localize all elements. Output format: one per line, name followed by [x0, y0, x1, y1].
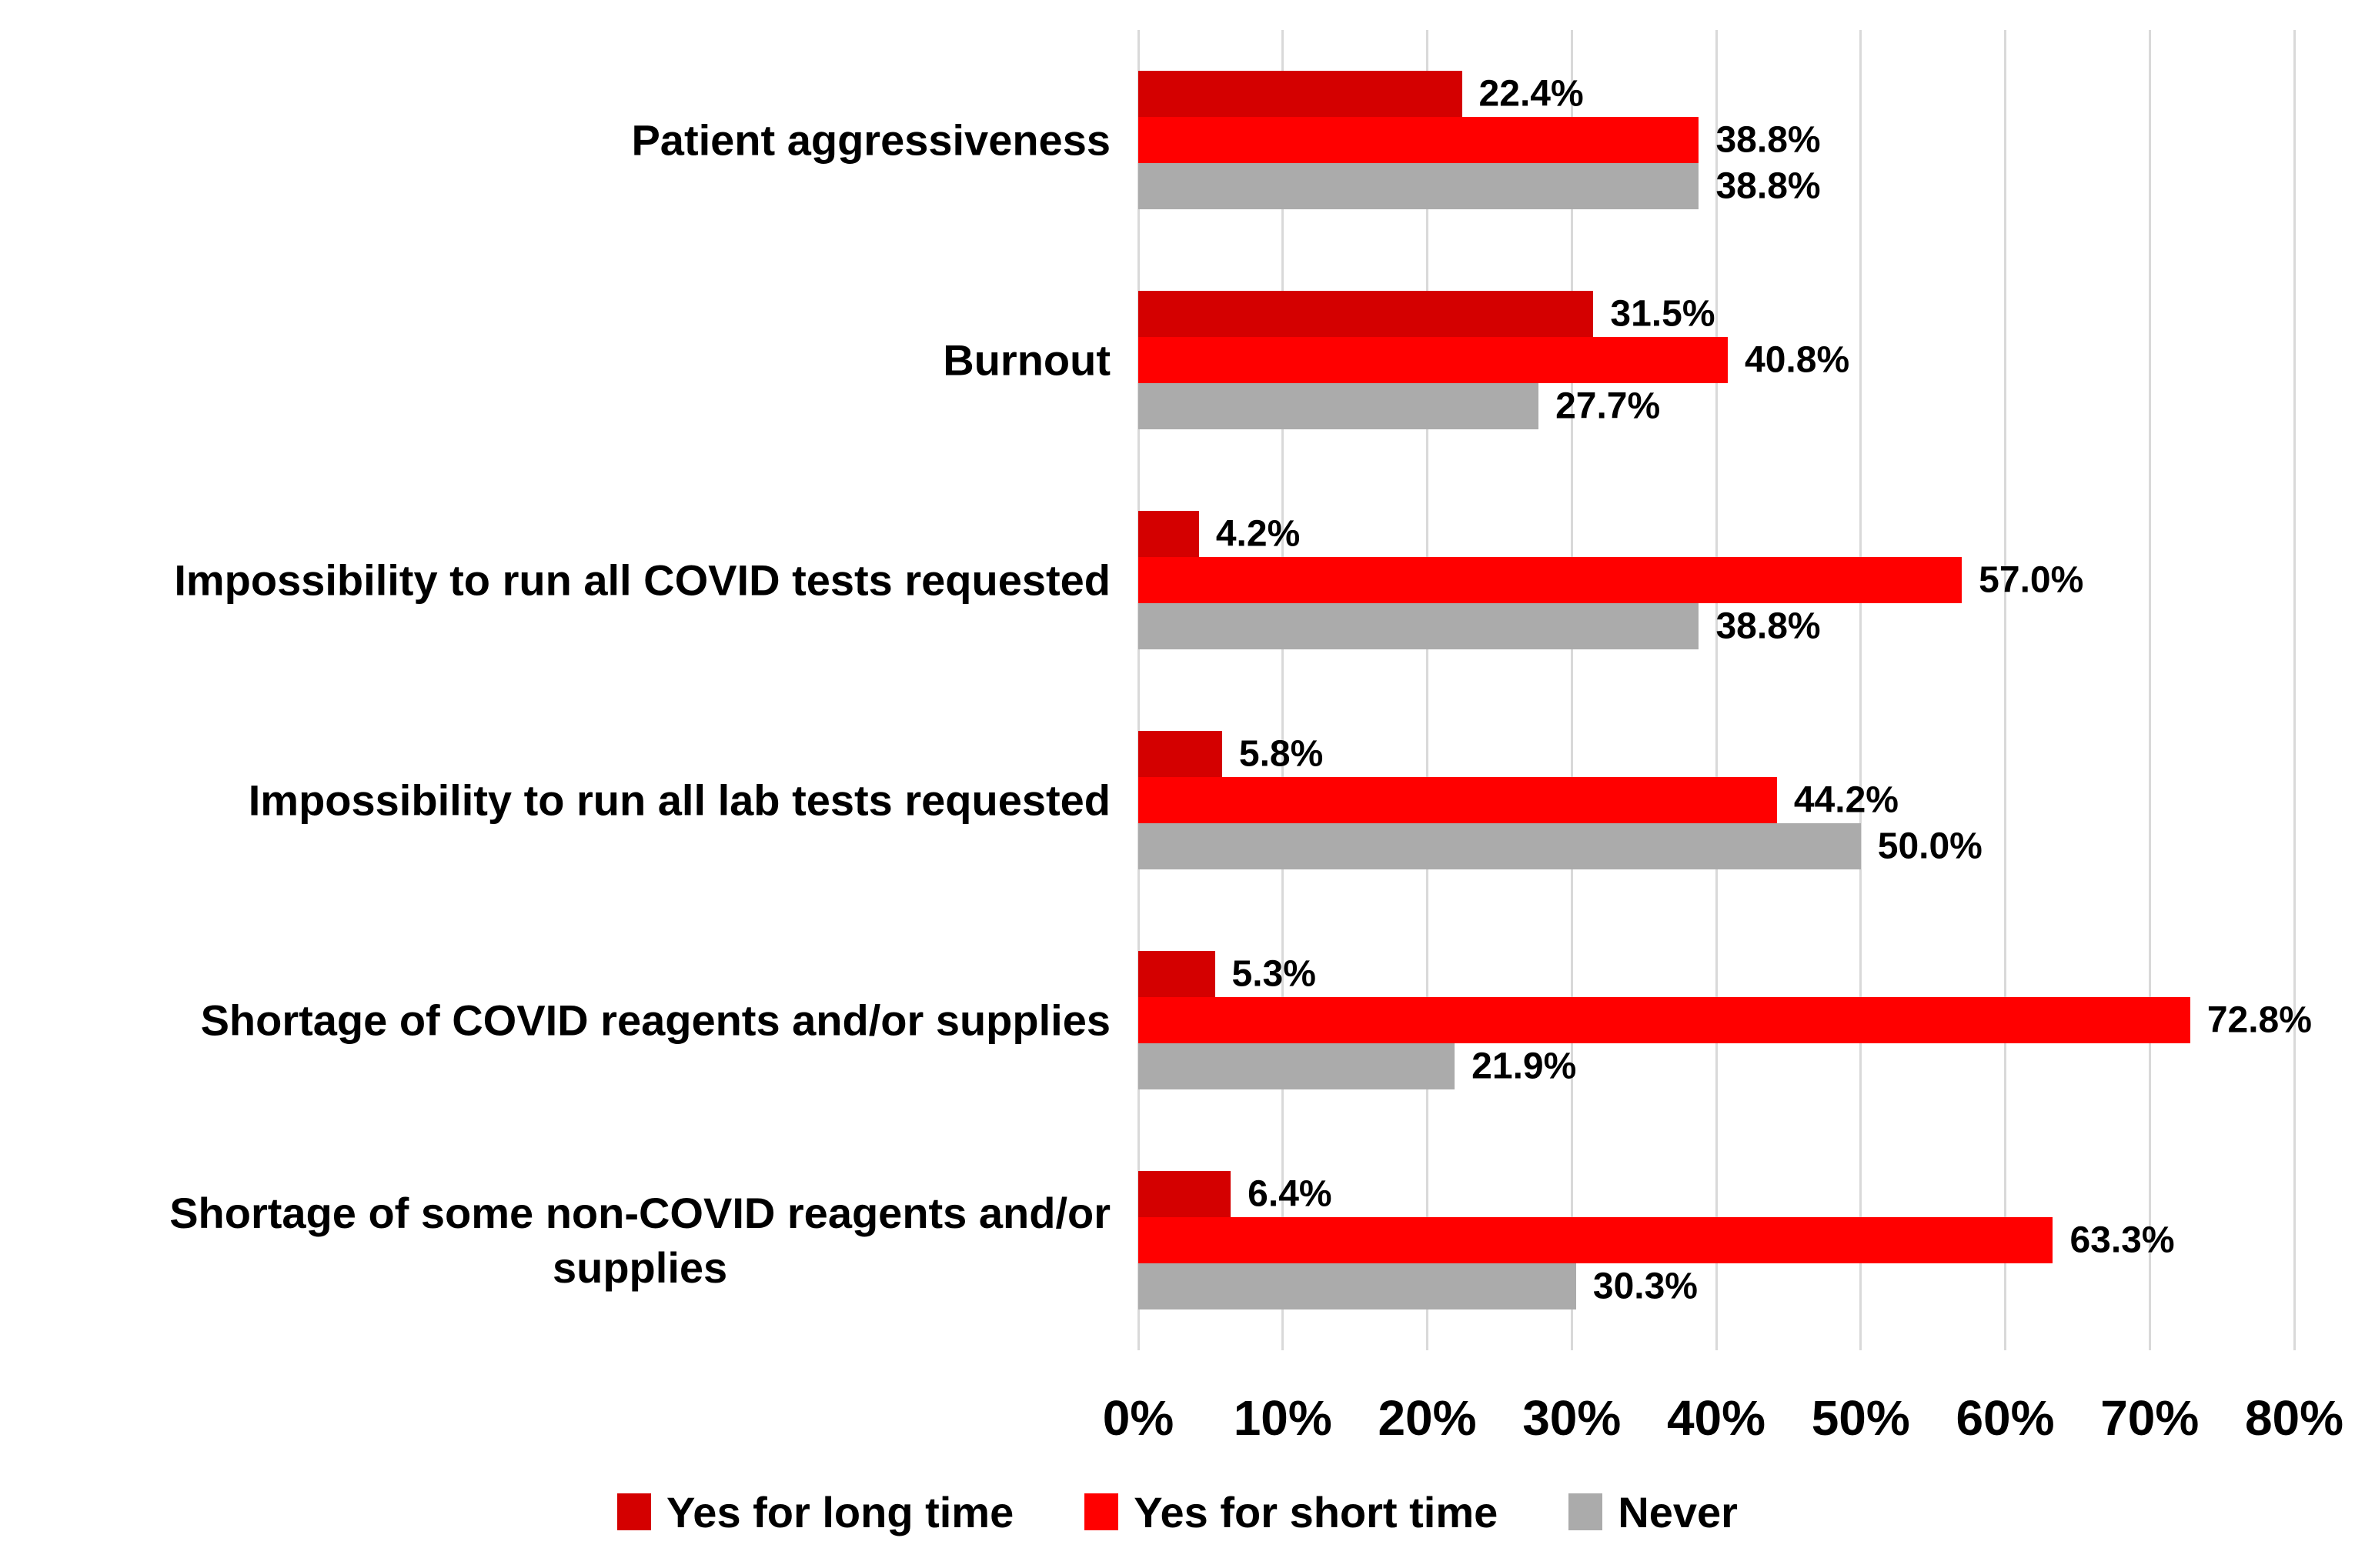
bar-never	[1138, 823, 1861, 869]
legend-label: Yes for short time	[1134, 1487, 1498, 1536]
bar-yes-for-short-time	[1138, 557, 1962, 603]
legend-label: Never	[1618, 1487, 1738, 1536]
bar-yes-for-long-time	[1138, 951, 1215, 997]
x-tick-label: 30%	[1522, 1390, 1622, 1446]
gridline	[1137, 30, 1140, 1350]
data-label: 38.8%	[1715, 606, 1821, 647]
category-label: Burnout	[0, 332, 1111, 387]
category-label-text: Impossibility to run all COVID tests req…	[174, 555, 1111, 605]
bar-never	[1138, 383, 1539, 429]
plot-area: 22.4% 38.8% 38.8% 31.5% 40.8% 27.7% 4.2% 57.0% 3…	[1137, 30, 2312, 1350]
bar-yes-for-long-time	[1138, 511, 1199, 557]
x-tick-label: 60%	[1956, 1390, 2055, 1446]
bar-yes-for-long-time	[1138, 1171, 1231, 1217]
gridline	[1570, 30, 1573, 1350]
legend-swatch-icon	[617, 1493, 652, 1530]
gridline	[2004, 30, 2006, 1350]
category-label-text: Impossibility to run all lab tests reque…	[248, 776, 1111, 825]
data-label: 6.4%	[1248, 1173, 1332, 1215]
x-tick-label: 20%	[1378, 1390, 1477, 1446]
bar-yes-for-short-time	[1138, 777, 1777, 823]
legend: Yes for long time Yes for short time Never	[0, 1481, 2355, 1543]
legend-item: Yes for short time	[1084, 1487, 1498, 1537]
x-tick-label: 70%	[2100, 1390, 2200, 1446]
gridline	[1715, 30, 1718, 1350]
legend-swatch-icon	[1084, 1493, 1119, 1530]
gridline	[2293, 30, 2296, 1350]
data-label: 57.0%	[1979, 559, 2084, 601]
data-label: 38.8%	[1715, 165, 1821, 207]
data-label: 21.9%	[1471, 1046, 1577, 1087]
bar-yes-for-long-time	[1138, 71, 1462, 117]
x-tick-label: 50%	[1811, 1390, 1910, 1446]
gridline	[1281, 30, 1284, 1350]
category-label: Impossibility to run all lab tests reque…	[0, 772, 1111, 827]
data-label: 5.8%	[1238, 733, 1324, 775]
data-label: 50.0%	[1877, 826, 1983, 867]
x-tick-label: 80%	[2244, 1390, 2344, 1446]
bar-never	[1138, 163, 1699, 209]
bar-yes-for-long-time	[1138, 731, 1222, 777]
bar-never	[1138, 1263, 1576, 1309]
data-label: 72.8%	[2206, 999, 2312, 1041]
bar-never	[1138, 603, 1699, 649]
bar-yes-for-short-time	[1138, 997, 2190, 1043]
legend-swatch-icon	[1568, 1493, 1603, 1530]
gridline	[1859, 30, 1862, 1350]
data-label: 4.2%	[1215, 513, 1301, 555]
category-label-text: Shortage of some non-COVID reagents and/…	[169, 1188, 1111, 1292]
data-label: 40.8%	[1745, 339, 1850, 381]
category-label-text: Patient aggressiveness	[631, 115, 1111, 165]
legend-label: Yes for long time	[666, 1487, 1014, 1536]
legend-item: Yes for long time	[617, 1487, 1014, 1537]
data-label: 38.8%	[1715, 119, 1821, 161]
data-label: 27.7%	[1555, 385, 1661, 427]
legend-item: Never	[1568, 1487, 1738, 1537]
x-tick-label: 10%	[1233, 1390, 1332, 1446]
category-label: Impossibility to run all COVID tests req…	[0, 552, 1111, 607]
category-label: Shortage of some non-COVID reagents and/…	[0, 1186, 1111, 1295]
data-label: 44.2%	[1793, 779, 1899, 821]
bar-yes-for-long-time	[1138, 291, 1594, 337]
bar-never	[1138, 1043, 1455, 1089]
category-label: Patient aggressiveness	[0, 112, 1111, 167]
bar-yes-for-short-time	[1138, 117, 1699, 163]
x-tick-label: 0%	[1102, 1390, 1174, 1446]
bar-yes-for-short-time	[1138, 337, 1729, 383]
category-label-text: Burnout	[943, 335, 1111, 385]
data-label: 63.3%	[2069, 1219, 2175, 1261]
data-label: 22.4%	[1478, 73, 1584, 115]
data-label: 31.5%	[1610, 293, 1715, 335]
category-label: Shortage of COVID reagents and/or suppli…	[0, 993, 1111, 1047]
x-tick-label: 40%	[1666, 1390, 1766, 1446]
data-label: 5.3%	[1231, 953, 1316, 995]
data-label: 30.3%	[1592, 1266, 1698, 1307]
bar-yes-for-short-time	[1138, 1217, 2053, 1263]
gridline	[1426, 30, 1428, 1350]
category-label-text: Shortage of COVID reagents and/or suppli…	[200, 996, 1111, 1045]
gridline	[2148, 30, 2151, 1350]
